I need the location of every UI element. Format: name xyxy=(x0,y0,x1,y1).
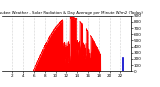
Title: Milwaukee Weather - Solar Radiation & Day Average per Minute W/m2 (Today): Milwaukee Weather - Solar Radiation & Da… xyxy=(0,11,143,15)
